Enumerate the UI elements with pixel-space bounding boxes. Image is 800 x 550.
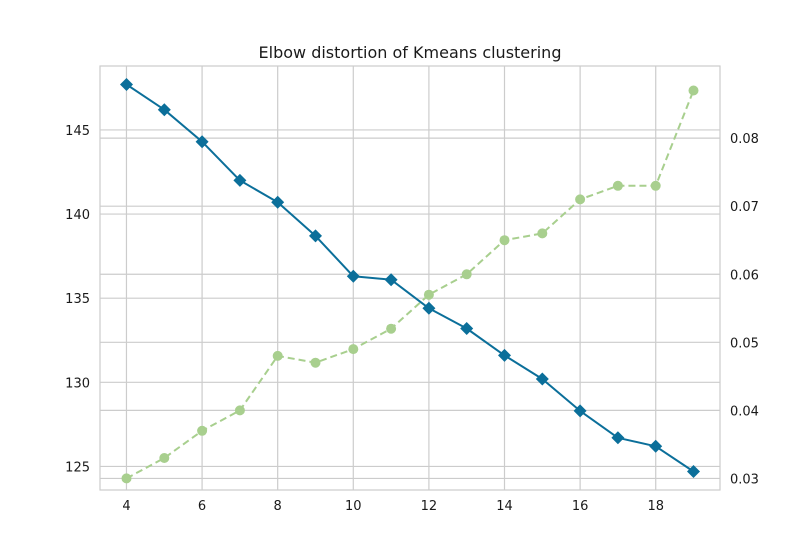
y2-tick-label: 0.05 xyxy=(730,336,759,351)
fit-time-point xyxy=(461,269,472,280)
grid xyxy=(100,66,720,490)
fit-time-point xyxy=(612,180,623,191)
y2-tick-label: 0.08 xyxy=(730,132,759,147)
distortion-point xyxy=(346,269,360,283)
y-tick-label: 135 xyxy=(65,292,90,307)
distortion-point xyxy=(422,301,436,315)
tick-labels: 4 6 8 10 12 14 16 18 125 130 135 140 145 0.03 0.04 0.05… xyxy=(65,124,759,514)
distortion-point xyxy=(271,195,285,209)
distortion-point xyxy=(498,348,511,362)
y-tick-label: 130 xyxy=(65,376,90,391)
y2-tick-label: 0.06 xyxy=(730,268,759,283)
y2-tick-label: 0.03 xyxy=(730,472,759,487)
fit-time-point xyxy=(197,425,208,436)
distortion-point xyxy=(611,431,625,445)
series-layer xyxy=(120,78,700,484)
distortion-point xyxy=(120,78,133,91)
fit-time-point xyxy=(650,180,661,191)
fit-time-point xyxy=(423,289,434,300)
fit-time-point xyxy=(688,85,699,96)
fit-time-point xyxy=(159,453,170,463)
fit-time-point xyxy=(272,350,283,361)
x-tick-label: 14 xyxy=(496,499,513,514)
x-tick-label: 4 xyxy=(122,499,130,514)
x-tick-label: 8 xyxy=(274,499,282,514)
distortion-point xyxy=(309,229,322,243)
y2-tick-label: 0.07 xyxy=(730,200,759,215)
fit-time-point xyxy=(537,228,548,239)
x-tick-label: 6 xyxy=(198,499,206,514)
distortion-point xyxy=(195,135,209,149)
x-tick-label: 10 xyxy=(345,499,362,514)
y-tick-label: 145 xyxy=(65,124,90,139)
distortion-point xyxy=(535,372,549,386)
fit-time-line xyxy=(126,90,695,480)
y-tick-label: 140 xyxy=(65,208,90,223)
fit-time-point xyxy=(234,405,245,416)
fit-time-point xyxy=(386,323,397,334)
distortion-point xyxy=(460,322,474,335)
chart-title: Elbow distortion of Kmeans clustering xyxy=(259,43,562,62)
plot-frame xyxy=(99,65,721,491)
distortion-point xyxy=(157,103,171,117)
distortion-point xyxy=(649,439,663,453)
fit-time-point xyxy=(575,194,586,205)
fit-time-point xyxy=(121,473,132,484)
distortion-point xyxy=(573,404,587,418)
x-tick-label: 16 xyxy=(572,499,589,514)
distortion-line xyxy=(125,83,695,473)
distortion-point xyxy=(384,273,398,287)
distortion-point xyxy=(233,173,247,187)
fit-time-point xyxy=(499,235,510,246)
y2-tick-label: 0.04 xyxy=(730,404,759,419)
distortion-point xyxy=(687,465,700,478)
x-tick-label: 18 xyxy=(647,499,664,514)
x-tick-label: 12 xyxy=(421,499,438,514)
fit-time-point xyxy=(348,344,359,355)
y-tick-label: 125 xyxy=(65,460,90,475)
fit-time-point xyxy=(310,357,321,368)
